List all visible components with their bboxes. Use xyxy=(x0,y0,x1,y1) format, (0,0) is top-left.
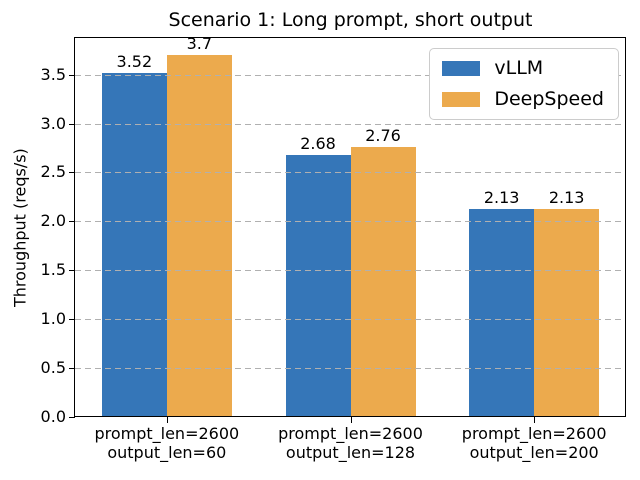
y-tick-mark xyxy=(69,319,75,321)
bar-value-label: 3.52 xyxy=(116,51,153,71)
x-tick-label: prompt_len=2600 output_len=200 xyxy=(444,424,624,462)
gridline xyxy=(75,123,626,125)
chart-title: Scenario 1: Long prompt, short output xyxy=(168,9,533,31)
y-tick-label: 2.0 xyxy=(40,211,66,231)
gridline xyxy=(75,368,626,370)
y-tick-label: 0.0 xyxy=(40,407,66,426)
x-tick-mark xyxy=(534,417,536,423)
gridline xyxy=(75,74,626,76)
legend-label: DeepSpeed xyxy=(494,88,604,110)
x-tick-label-line: prompt_len=2600 xyxy=(278,424,423,443)
y-tick-mark xyxy=(69,270,75,272)
plot-area: 3.52 2.68 2.13 3.7 2.76 2.13 xyxy=(75,34,626,417)
x-tick-label-line: output_len=128 xyxy=(285,443,416,462)
y-tick-label: 3.0 xyxy=(40,113,66,133)
x-tick-label-line: prompt_len=2600 xyxy=(94,424,240,443)
y-tick-label: 0.5 xyxy=(40,358,66,378)
bar-deepspeed-1 xyxy=(350,147,416,417)
x-tick-label-line: output_len=60 xyxy=(107,443,227,462)
bar-value-label: 3.7 xyxy=(186,34,213,54)
legend-item-deepspeed: DeepSpeed xyxy=(442,88,604,111)
y-tick-label: 3.5 xyxy=(40,64,66,84)
legend-swatch-vllm xyxy=(442,61,481,76)
legend-label: vLLM xyxy=(494,57,544,79)
y-tick-label: 1.5 xyxy=(40,260,66,280)
x-tick-label: prompt_len=2600 output_len=128 xyxy=(261,424,441,462)
y-tick-mark xyxy=(69,221,75,223)
y-tick-mark xyxy=(69,123,75,125)
bar-vllm-2 xyxy=(469,208,535,417)
y-tick-label: 2.5 xyxy=(40,162,66,182)
legend-item-vllm: vLLM xyxy=(442,57,604,80)
y-tick-mark xyxy=(69,417,75,418)
gridline xyxy=(75,319,626,321)
y-tick-mark xyxy=(69,172,75,174)
gridline xyxy=(75,270,626,272)
bar-vllm-0 xyxy=(101,72,167,417)
bar-vllm-1 xyxy=(285,154,351,417)
x-tick-label: prompt_len=2600 output_len=60 xyxy=(77,424,257,462)
x-tick-label-line: prompt_len=2600 xyxy=(461,424,607,443)
bar-value-label: 2.68 xyxy=(300,133,336,153)
bar-deepspeed-0 xyxy=(166,55,232,417)
x-tick-mark xyxy=(166,417,168,423)
legend-swatch-deepspeed xyxy=(442,92,481,107)
y-tick-mark xyxy=(69,74,75,76)
y-tick-mark xyxy=(69,368,75,370)
x-tick-label-line: output_len=200 xyxy=(469,443,599,462)
bar-value-label: 2.13 xyxy=(483,187,520,207)
bar-value-label: 2.13 xyxy=(548,187,585,207)
bar-deepspeed-2 xyxy=(534,208,600,417)
bar-value-label: 2.76 xyxy=(365,126,401,146)
gridline xyxy=(75,221,626,223)
x-tick-mark xyxy=(350,417,352,423)
y-tick-label: 1.0 xyxy=(40,309,66,329)
gridline xyxy=(75,172,626,174)
legend: vLLM DeepSpeed xyxy=(429,48,619,120)
